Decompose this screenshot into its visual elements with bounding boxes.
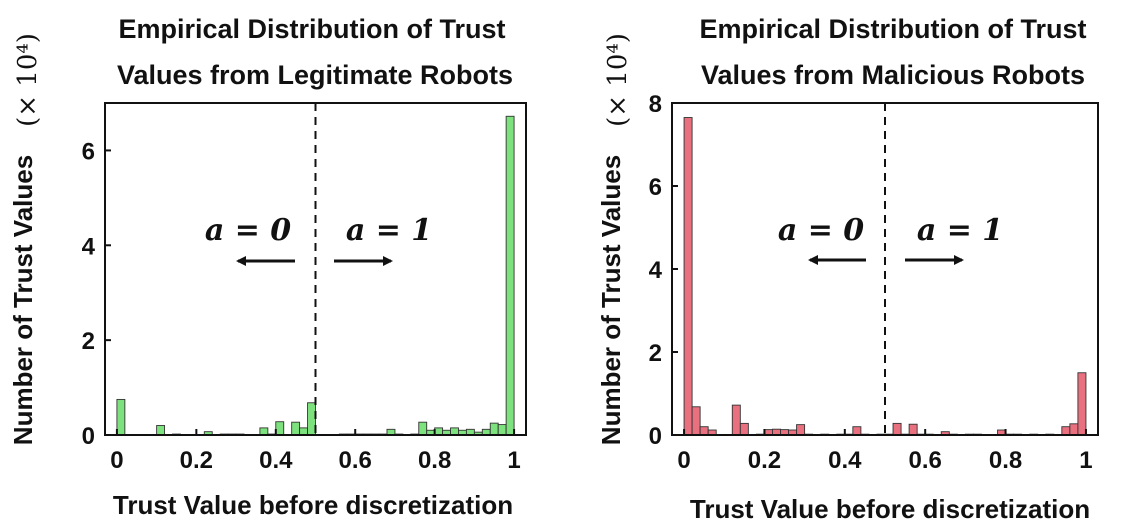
histogram-bar: [275, 421, 285, 436]
x-tick-label: 0.4: [259, 447, 293, 474]
histogram-bar: [505, 115, 515, 436]
annotation-a-equals-1: a = 1: [917, 213, 1003, 248]
chart-title-line-2: Values from Malicious Robots: [701, 60, 1085, 90]
histogram-bar: [259, 427, 269, 436]
x-tick-label: 0.8: [418, 447, 451, 474]
x-tick-label: 1: [507, 447, 520, 474]
y-tick-label: 0: [649, 423, 662, 450]
chart-title-line-2: Values from Legitimate Robots: [117, 60, 513, 90]
x-axis-label: Trust Value before discretization: [690, 494, 1090, 524]
ticks-group: 0 0.2 0.4 0.6 0.8 1 0 2 4 6 8: [649, 91, 1093, 474]
x-tick-label: 0: [677, 447, 690, 474]
y-tick-label: 8: [649, 91, 662, 118]
x-tick-label: 0.8: [989, 447, 1022, 474]
y-tick-label: 6: [82, 138, 95, 165]
x-tick-label: 0.6: [339, 447, 372, 474]
histogram-bar: [418, 421, 428, 436]
y-tick-label: 6: [649, 174, 662, 201]
histogram-bar: [434, 427, 444, 436]
y-tick-label: 4: [649, 257, 663, 284]
y-tick-label: 4: [82, 233, 96, 260]
y-axis-label: Number of Trust Values: [8, 155, 38, 445]
plot-frame: [671, 102, 1099, 436]
histogram-bar: [1061, 426, 1071, 436]
x-tick-label: 0.6: [909, 447, 942, 474]
annotation-a-equals-0: a = 0: [778, 213, 864, 248]
chart-title-line-1: Empirical Distribution of Trust: [118, 14, 505, 44]
histogram-bar: [497, 424, 507, 436]
histogram-bar: [691, 406, 701, 436]
histogram-bar: [699, 426, 709, 436]
y-tick-label: 2: [82, 328, 95, 355]
histogram-bar: [450, 427, 459, 436]
histogram-bar: [116, 398, 126, 436]
histogram-bar: [739, 422, 749, 436]
histogram-bar: [291, 421, 301, 436]
histogram-bar: [892, 422, 902, 436]
x-tick-label: 1: [1079, 447, 1092, 474]
y-axis-label: Number of Trust Values: [596, 155, 626, 445]
y-tick-label: 0: [82, 423, 95, 450]
histogram-bar: [1077, 372, 1087, 436]
y-axis-multiplier: (× 10⁴): [603, 33, 633, 127]
legitimate-robots-panel: Empirical Distribution of Trust Values f…: [8, 14, 527, 520]
histogram-bar: [852, 426, 862, 436]
histogram-bar: [299, 427, 308, 436]
y-tick-label: 2: [649, 340, 662, 367]
histogram-bar: [1069, 423, 1079, 436]
chart-title-line-1: Empirical Distribution of Trust: [699, 14, 1086, 44]
histogram-bar: [156, 425, 166, 436]
ticks-group: 0 0.2 0.4 0.6 0.8 1 0 2 4 6: [82, 138, 521, 474]
histogram-bar: [489, 422, 499, 436]
x-axis-label: Trust Value before discretization: [113, 490, 513, 520]
x-tick-label: 0.2: [180, 447, 213, 474]
histogram-bar: [683, 117, 693, 436]
plot-frame: [104, 102, 527, 436]
y-axis-multiplier: (× 10⁴): [13, 33, 43, 127]
malicious-robots-panel: Empirical Distribution of Trust Values f…: [596, 14, 1099, 524]
histogram-bar: [908, 423, 918, 436]
x-tick-label: 0.2: [748, 447, 781, 474]
annotation-a-equals-1: a = 1: [346, 213, 432, 248]
annotation-a-equals-0: a = 0: [205, 213, 291, 248]
histogram-bar: [731, 404, 741, 436]
x-tick-label: 0.4: [828, 447, 862, 474]
histogram-bar: [307, 402, 316, 436]
histogram-bar: [796, 424, 806, 436]
x-tick-label: 0: [110, 447, 123, 474]
